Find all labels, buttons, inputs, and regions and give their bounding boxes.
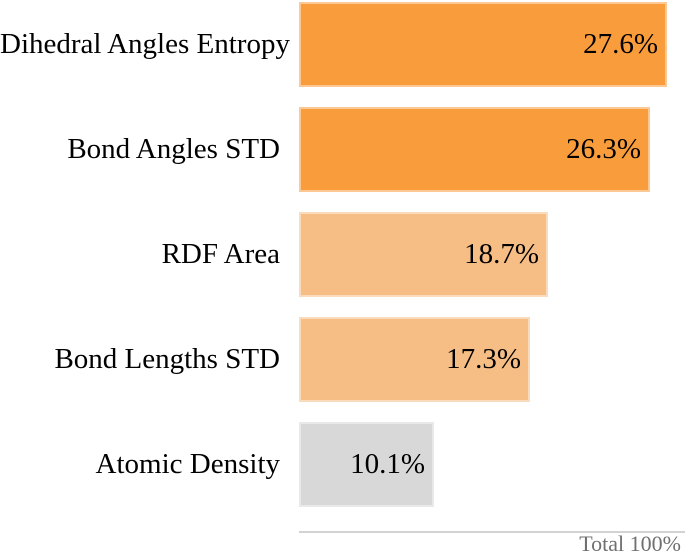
category-label: Bond Lengths STD bbox=[54, 342, 280, 375]
value-label: 10.1% bbox=[350, 448, 425, 480]
value-label: 26.3% bbox=[566, 133, 641, 165]
category-label: Dihedral Angles Entropy bbox=[0, 27, 290, 60]
bar-row: RDF Area 18.7% bbox=[0, 212, 685, 297]
value-label: 18.7% bbox=[464, 238, 539, 270]
bar-rows: Dihedral Angles Entropy 27.6% Bond Angle… bbox=[0, 2, 685, 527]
category-label: Bond Angles STD bbox=[67, 132, 280, 165]
value-label: 27.6% bbox=[583, 28, 658, 60]
category-label: RDF Area bbox=[161, 237, 280, 270]
bar: 27.6% bbox=[299, 2, 667, 87]
value-label: 17.3% bbox=[446, 343, 521, 375]
category-label: Atomic Density bbox=[95, 447, 280, 480]
axis-baseline bbox=[299, 531, 685, 533]
bar-row: Dihedral Angles Entropy 27.6% bbox=[0, 2, 685, 87]
bar: 17.3% bbox=[299, 317, 530, 402]
total-label: Total 100% bbox=[579, 531, 681, 555]
bar-row: Atomic Density 10.1% bbox=[0, 422, 685, 507]
bar-row: Bond Angles STD 26.3% bbox=[0, 107, 685, 192]
bar: 26.3% bbox=[299, 107, 650, 192]
bar-row: Bond Lengths STD 17.3% bbox=[0, 317, 685, 402]
bar: 18.7% bbox=[299, 212, 548, 297]
bar: 10.1% bbox=[299, 422, 434, 507]
